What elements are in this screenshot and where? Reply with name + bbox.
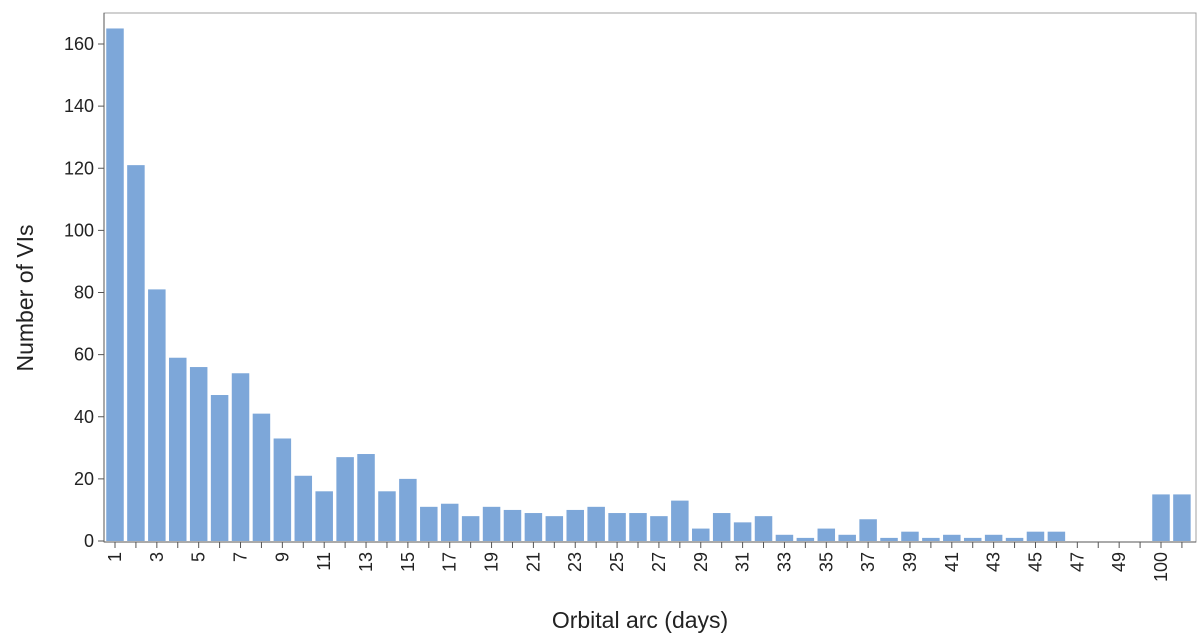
bar-30 <box>712 513 731 541</box>
bar-38 <box>880 537 898 541</box>
x-axis-title: Orbital arc (days) <box>552 607 728 633</box>
x-tick-label: 100 <box>1151 552 1171 582</box>
y-tick-label: 40 <box>74 407 94 427</box>
x-tick-label: 41 <box>942 552 962 572</box>
bar-23 <box>566 509 584 541</box>
bar-14 <box>378 491 396 541</box>
bar-12 <box>336 457 354 541</box>
bar-21 <box>524 513 543 541</box>
bar-7 <box>231 373 250 541</box>
bar-22 <box>545 516 564 541</box>
bar-26 <box>629 513 647 541</box>
y-tick-label: 160 <box>64 34 94 54</box>
bar-42 <box>963 537 982 541</box>
bar-18 <box>461 516 480 541</box>
bar-34 <box>796 537 815 541</box>
bar-15 <box>399 478 417 542</box>
x-tick-label: 27 <box>649 552 669 572</box>
bar-40 <box>922 537 940 541</box>
y-tick-label: 0 <box>84 531 94 551</box>
x-tick-label: 15 <box>398 552 418 572</box>
bar-39 <box>901 531 919 541</box>
y-axis-ticks: 0 20 40 60 80 100 120 140 160 <box>64 34 104 551</box>
x-axis-ticks: 1 3 5 7 9 11 13 15 17 19 21 23 25 27 29 31 33 35 37 39 41 43 4… <box>105 542 1183 582</box>
bar-8 <box>252 413 271 541</box>
bar-4 <box>169 357 187 541</box>
x-tick-label: 45 <box>1025 552 1045 572</box>
bar-32 <box>754 516 773 541</box>
y-tick-label: 20 <box>74 469 94 489</box>
bar-19 <box>482 506 501 541</box>
bar-35 <box>817 528 836 541</box>
x-tick-label: 47 <box>1067 552 1087 572</box>
bar-3 <box>148 289 166 541</box>
bar-28 <box>671 500 689 541</box>
x-tick-label: 35 <box>816 552 836 572</box>
bar-5 <box>189 367 208 541</box>
bar-10 <box>294 475 313 541</box>
y-tick-label: 100 <box>64 220 94 240</box>
y-tick-label: 120 <box>64 158 94 178</box>
x-tick-label: 1 <box>105 552 125 562</box>
bar-1 <box>106 28 124 542</box>
bar-37 <box>859 519 877 541</box>
bar-46 <box>1047 531 1066 541</box>
x-tick-label: 23 <box>565 552 585 572</box>
x-tick-label: 25 <box>607 552 627 572</box>
bar-33 <box>775 534 794 541</box>
bar-43 <box>984 534 1003 541</box>
y-tick-label: 80 <box>74 283 94 303</box>
x-tick-label: 21 <box>523 552 543 572</box>
bar-31 <box>733 522 752 541</box>
bar-36 <box>838 534 856 541</box>
x-tick-label: 43 <box>984 552 1004 572</box>
bar-20 <box>503 509 522 541</box>
x-tick-label: 49 <box>1109 552 1129 572</box>
bar-2 <box>127 165 145 541</box>
x-tick-label: 7 <box>231 552 251 562</box>
bar-6 <box>210 395 229 541</box>
x-tick-label: 33 <box>774 552 794 572</box>
bar-101 <box>1173 494 1191 541</box>
x-tick-label: 19 <box>482 552 502 572</box>
bar-27 <box>650 516 668 541</box>
bar-41 <box>943 534 961 541</box>
x-tick-label: 31 <box>733 552 753 572</box>
bar-11 <box>315 491 333 541</box>
bar-100 <box>1152 494 1170 541</box>
bar-13 <box>357 454 375 541</box>
bar-25 <box>608 513 626 541</box>
bar-17 <box>440 503 459 541</box>
x-tick-label: 39 <box>900 552 920 572</box>
x-tick-label: 17 <box>440 552 460 572</box>
x-tick-label: 29 <box>691 552 711 572</box>
bar-9 <box>273 438 292 541</box>
x-tick-label: 5 <box>189 552 209 562</box>
x-tick-label: 13 <box>356 552 376 572</box>
bar-44 <box>1005 537 1024 541</box>
x-tick-label: 37 <box>858 552 878 572</box>
bar-45 <box>1026 531 1045 541</box>
bars-group <box>106 28 1191 542</box>
x-tick-label: 9 <box>272 552 292 562</box>
x-tick-label: 11 <box>314 552 334 571</box>
bar-29 <box>692 528 710 541</box>
y-tick-label: 140 <box>64 96 94 116</box>
x-tick-label: 3 <box>147 552 167 562</box>
y-tick-label: 60 <box>74 345 94 365</box>
bar-24 <box>587 506 605 541</box>
y-axis-title: Number of VIs <box>12 225 38 372</box>
bar-16 <box>420 506 438 541</box>
